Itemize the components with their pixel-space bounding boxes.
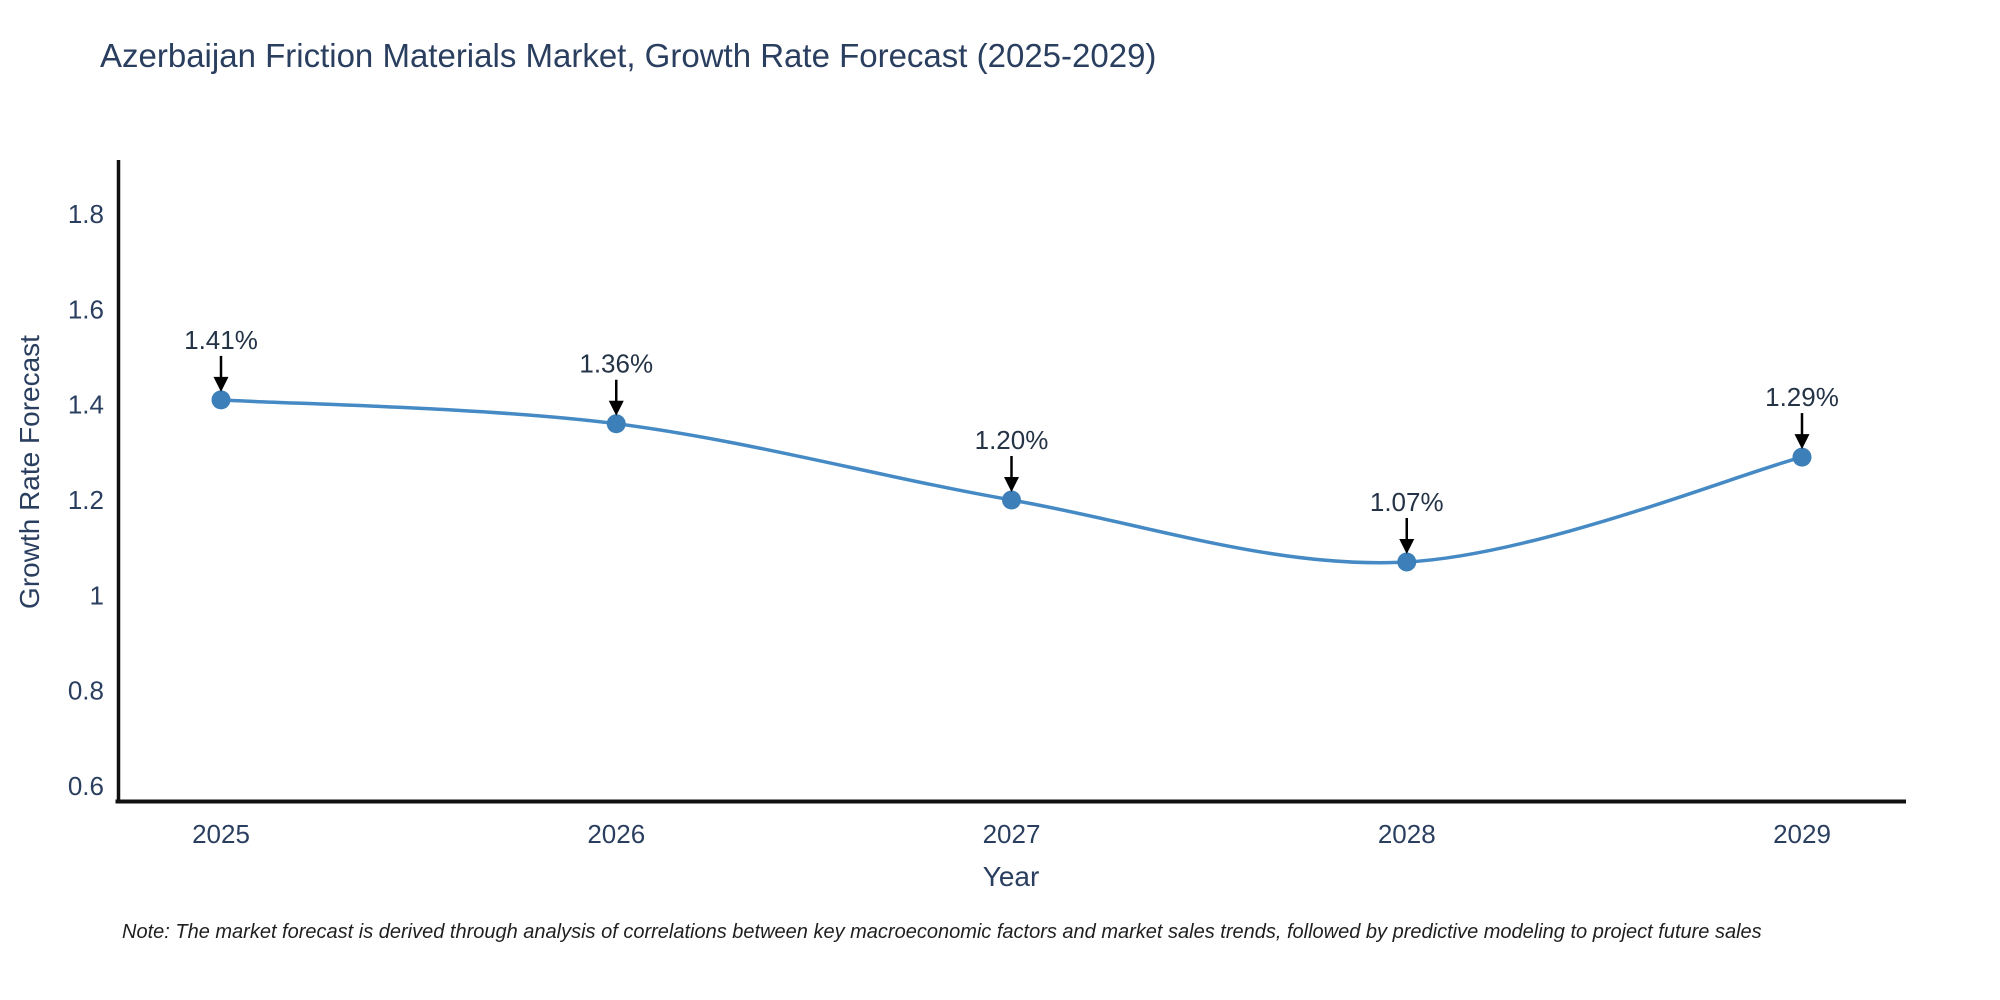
x-tick-label: 2029 xyxy=(1773,819,1831,849)
x-axis-title: Year xyxy=(982,861,1040,892)
annotation-arrow-head xyxy=(608,400,624,416)
x-tick-label: 2025 xyxy=(192,819,250,849)
x-tick-label: 2026 xyxy=(587,819,645,849)
y-tick-label: 1.8 xyxy=(68,199,104,229)
annotation-label: 1.41% xyxy=(184,325,258,355)
data-point-marker xyxy=(211,390,231,410)
y-tick-label: 0.6 xyxy=(68,771,104,801)
annotation-label: 1.29% xyxy=(1765,382,1839,412)
annotation-label: 1.36% xyxy=(579,349,653,379)
y-tick-label: 0.8 xyxy=(68,676,104,706)
annotation-arrow-head xyxy=(213,376,229,392)
y-axis-title: Growth Rate Forecast xyxy=(14,335,45,609)
chart-title: Azerbaijan Friction Materials Market, Gr… xyxy=(100,37,1157,74)
data-point-marker xyxy=(606,414,626,434)
annotation-label: 1.07% xyxy=(1370,487,1444,517)
data-point-marker xyxy=(1792,447,1812,467)
annotation-arrow-head xyxy=(1794,434,1810,450)
footnote-text: Note: The market forecast is derived thr… xyxy=(122,921,1762,943)
x-tick-label: 2028 xyxy=(1378,819,1436,849)
y-tick-label: 1.4 xyxy=(68,390,104,420)
annotation-label: 1.20% xyxy=(975,425,1049,455)
data-point-marker xyxy=(1397,552,1417,572)
y-tick-label: 1 xyxy=(90,580,104,610)
y-tick-label: 1.6 xyxy=(68,294,104,324)
annotation-arrow-head xyxy=(1004,476,1019,492)
data-point-marker xyxy=(1002,490,1021,510)
annotation-arrow-head xyxy=(1399,538,1415,554)
x-tick-label: 2027 xyxy=(983,819,1041,849)
y-tick-label: 1.2 xyxy=(68,485,104,515)
